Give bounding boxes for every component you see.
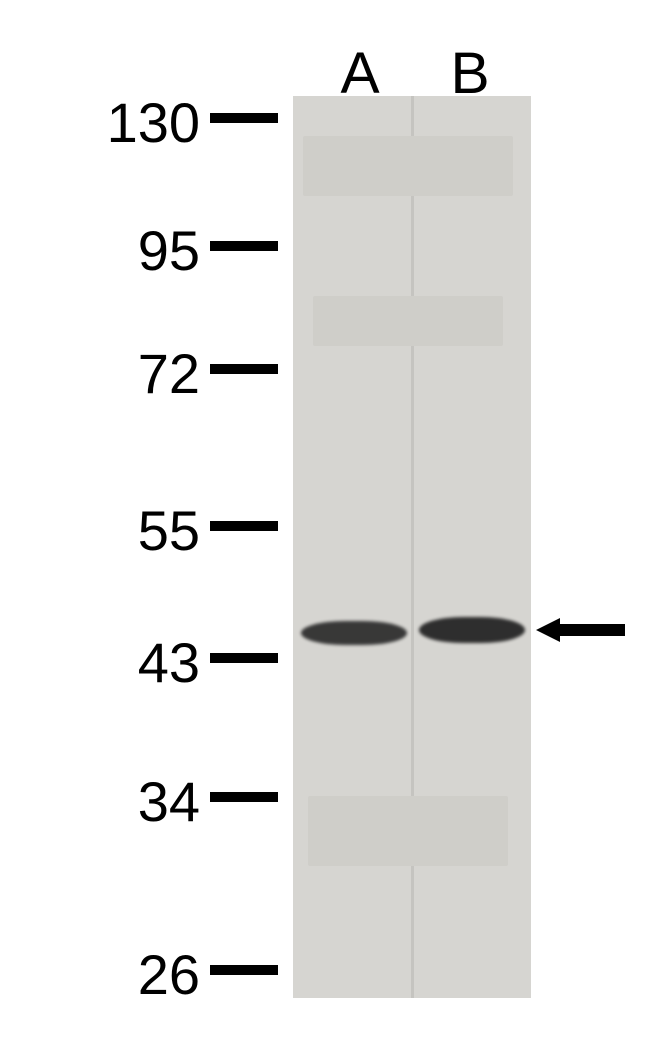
mw-26-tick xyxy=(210,965,278,975)
mw-55-label: 55 xyxy=(138,498,200,563)
membrane-noise xyxy=(313,296,503,346)
target-arrow-head xyxy=(536,618,560,642)
mw-72-tick xyxy=(210,364,278,374)
mw-26-label: 26 xyxy=(138,942,200,1007)
mw-34-tick xyxy=(210,792,278,802)
mw-43-label: 43 xyxy=(138,630,200,695)
mw-130-label: 130 xyxy=(107,90,200,155)
membrane-noise xyxy=(303,136,513,196)
target-arrow-line xyxy=(555,624,625,636)
blot-figure: 130 95 72 55 43 34 26 A B xyxy=(0,0,650,1042)
membrane-noise xyxy=(308,796,508,866)
mw-34-label: 34 xyxy=(138,769,200,834)
mw-95-label: 95 xyxy=(138,218,200,283)
mw-43-tick xyxy=(210,653,278,663)
mw-95-tick xyxy=(210,241,278,251)
mw-72-label: 72 xyxy=(138,341,200,406)
mw-130-tick xyxy=(210,113,278,123)
membrane xyxy=(293,96,531,998)
mw-55-tick xyxy=(210,521,278,531)
band-lane-b xyxy=(419,617,525,643)
band-lane-a xyxy=(301,621,407,645)
